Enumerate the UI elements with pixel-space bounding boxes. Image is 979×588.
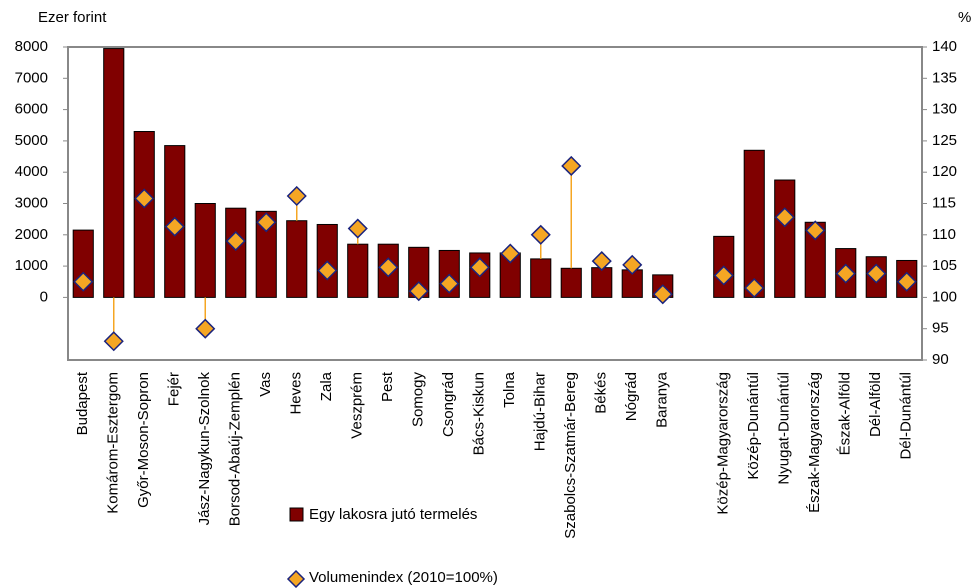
x-tick-label: Borsod-Abaúj-Zemplén <box>227 372 244 526</box>
bar <box>194 203 216 298</box>
diamond-marker <box>835 263 856 284</box>
diamond-marker <box>744 277 765 299</box>
diamond-marker <box>317 260 338 281</box>
x-tick-label: Jász-Nagykun-Szolnok <box>196 372 213 526</box>
diamond-marker <box>164 216 185 237</box>
x-tick-label: Komárom-Esztergom <box>105 372 122 514</box>
diamond-marker <box>73 271 94 292</box>
y2-tick-label: 115 <box>932 194 956 211</box>
y2-tick-label: 110 <box>932 226 956 243</box>
y-tick-label: 2000 <box>15 226 48 243</box>
y2-tick-label: 125 <box>932 132 957 149</box>
x-tick-label: Közép-Magyarország <box>715 372 732 515</box>
diamond-marker <box>713 265 734 286</box>
diamond-marker <box>439 273 460 294</box>
diamond-marker <box>286 185 307 207</box>
y-tick-label: 5000 <box>15 132 48 149</box>
y-tick-label: 0 <box>40 288 48 305</box>
bar <box>347 243 369 298</box>
y2-tick-label: 135 <box>932 69 957 86</box>
x-tick-label: Fejér <box>166 372 183 406</box>
y2-tick-label: 120 <box>932 163 957 180</box>
diamond-marker <box>500 243 521 264</box>
diamond-marker <box>225 230 246 252</box>
y-tick-label: 6000 <box>15 101 48 118</box>
diamond-marker <box>805 220 826 241</box>
x-tick-label: Somogy <box>410 372 427 428</box>
bar <box>286 220 308 298</box>
diamond-marker <box>896 271 917 292</box>
y-axis-label: Ezer forint <box>38 9 107 26</box>
y2-tick-label: 140 <box>932 38 957 55</box>
diamond-marker <box>134 188 155 209</box>
diamond-marker <box>256 212 277 233</box>
y-tick-label: 7000 <box>15 69 48 86</box>
legend-label: Egy lakosra jutó termelés <box>309 506 477 523</box>
diamond-marker <box>103 331 124 352</box>
x-tick-label: Nógrád <box>623 372 640 421</box>
x-tick-label: Hajdú-Bihar <box>532 372 549 451</box>
diamond-marker <box>469 257 490 278</box>
diamond-marker <box>774 207 795 228</box>
bar <box>133 131 155 298</box>
diamond-marker <box>408 281 429 302</box>
y2-axis-label: % <box>958 9 971 26</box>
x-tick-label: Tolna <box>501 371 518 408</box>
x-tick-label: Dél-Alföld <box>867 372 884 437</box>
diamond-marker <box>378 257 399 278</box>
diamond-marker <box>622 254 643 275</box>
bar <box>774 179 796 298</box>
diamond-marker <box>866 263 887 284</box>
y2-tick-label: 90 <box>932 351 949 368</box>
y-tick-label: 4000 <box>15 163 48 180</box>
y2-tick-label: 130 <box>932 101 957 118</box>
bar <box>530 258 552 298</box>
diamond-marker <box>347 218 368 239</box>
x-tick-label: Csongrád <box>440 372 457 437</box>
diamond-marker <box>561 155 582 177</box>
x-tick-label: Szabolcs-Szatmár-Bereg <box>562 372 579 539</box>
diamond-marker <box>195 318 216 339</box>
x-tick-label: Bács-Kiskun <box>471 372 488 455</box>
legend-swatch <box>286 569 306 588</box>
x-tick-label: Vas <box>257 372 274 397</box>
x-tick-label: Budapest <box>74 371 91 435</box>
x-tick-label: Nyugat-Dunántúl <box>776 372 793 485</box>
diamond-marker <box>652 284 673 305</box>
y2-tick-label: 100 <box>932 288 957 305</box>
x-tick-label: Pest <box>379 371 396 402</box>
x-tick-label: Baranya <box>654 371 671 428</box>
x-tick-label: Békés <box>593 372 610 414</box>
x-tick-label: Közép-Dunántúl <box>745 372 762 480</box>
diamond-marker <box>530 224 551 245</box>
x-tick-label: Észak-Magyarország <box>806 372 823 513</box>
bar <box>560 267 582 298</box>
x-tick-label: Zala <box>318 371 335 401</box>
x-tick-label: Dél-Dunántúl <box>898 372 915 460</box>
y-tick-label: 3000 <box>15 194 48 211</box>
diamond-marker <box>591 251 612 272</box>
legend-label: Volumenindex (2010=100%) <box>309 569 498 586</box>
bar <box>743 149 765 298</box>
y2-tick-label: 105 <box>932 257 957 274</box>
x-tick-label: Győr-Moson-Sopron <box>135 372 152 508</box>
bar <box>591 267 613 298</box>
y-tick-label: 1000 <box>15 257 48 274</box>
x-tick-label: Észak-Alföld <box>837 372 854 455</box>
bar <box>255 210 277 298</box>
x-tick-label: Heves <box>288 372 305 415</box>
x-tick-label: Veszprém <box>349 372 366 439</box>
legend-swatch <box>289 507 304 522</box>
bar <box>225 207 247 298</box>
bar <box>103 48 125 298</box>
y2-tick-label: 95 <box>932 320 949 337</box>
y-tick-label: 8000 <box>15 38 48 55</box>
